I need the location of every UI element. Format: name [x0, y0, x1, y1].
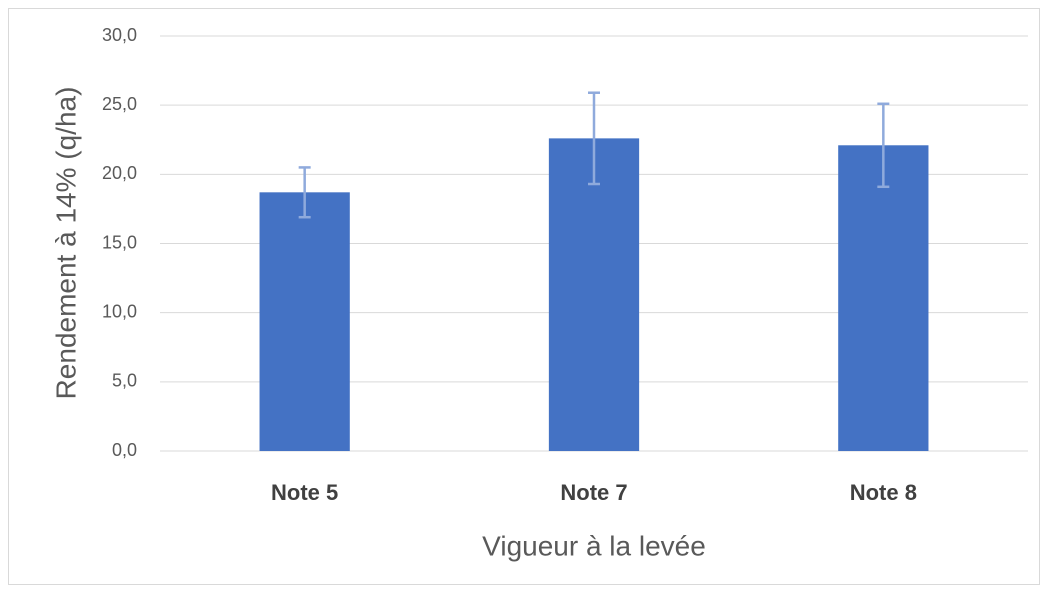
x-tick-label: Note 7 [560, 480, 627, 505]
y-tick-label: 20,0 [102, 163, 137, 183]
y-tick-label: 15,0 [102, 232, 137, 252]
y-tick-label: 5,0 [112, 371, 137, 391]
x-tick-label: Note 5 [271, 480, 338, 505]
x-tick-label: Note 8 [850, 480, 917, 505]
y-tick-label: 10,0 [102, 301, 137, 321]
bar [548, 138, 640, 451]
bar [259, 192, 350, 452]
y-tick-label: 30,0 [102, 25, 137, 45]
x-axis-title: Vigueur à la levée [482, 530, 706, 561]
y-tick-label: 0,0 [112, 440, 137, 460]
y-tick-label: 25,0 [102, 94, 137, 114]
bar [838, 145, 929, 452]
y-axis-title: Rendement à 14% (q/ha) [50, 87, 81, 400]
